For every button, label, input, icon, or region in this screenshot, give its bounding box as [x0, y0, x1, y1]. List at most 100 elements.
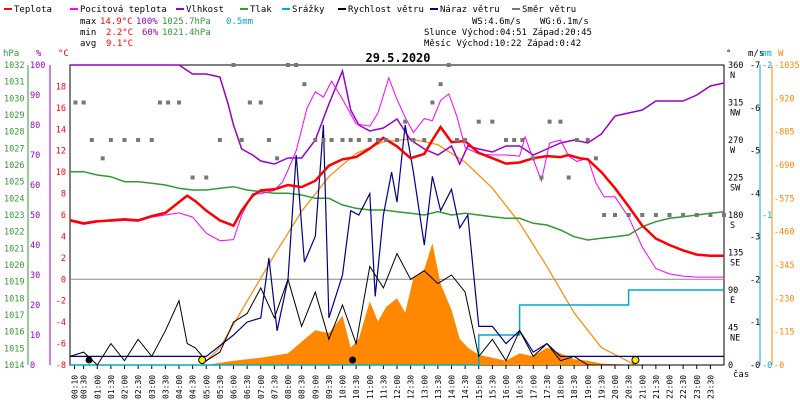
- tick-ms: -7: [750, 61, 760, 71]
- legend: Teplota Pocitová teplota Vlhkost Tlak Sr…: [4, 5, 576, 15]
- wind-ws: WS:4.6m/s: [472, 17, 521, 27]
- wind-dir-point: [266, 138, 271, 142]
- tick-hpa: 1015: [4, 344, 24, 354]
- wind-dir-point: [476, 119, 481, 124]
- wind-dir-point: [348, 138, 353, 142]
- tick-hpa: 1026: [4, 161, 24, 171]
- tick-pct: 70: [30, 151, 40, 161]
- tick-hpa: 1025: [4, 178, 24, 188]
- x-tick-label: 11:30: [379, 375, 388, 399]
- wind-dir-point: [490, 119, 495, 124]
- tick-pct: 0: [30, 361, 35, 371]
- x-tick-label: 15:00: [475, 375, 484, 399]
- series-solar-area: [70, 243, 724, 365]
- tick-w: -1035: [774, 61, 800, 71]
- wind-dir-point: [157, 100, 162, 105]
- series-pressure: [70, 170, 725, 241]
- wind-dir-point: [463, 138, 468, 142]
- x-tick-label: 06:30: [243, 375, 252, 399]
- legend-swatch-naraz-vetru: [430, 8, 438, 10]
- wind-dir-point: [340, 138, 345, 142]
- x-tick-label: 04:30: [189, 375, 198, 399]
- tick-degc: 10: [56, 168, 66, 178]
- tick-hpa: 1014: [4, 361, 24, 371]
- tick-degc: 8: [61, 190, 66, 200]
- tick-degc: 0: [61, 275, 66, 285]
- tick-hpa: 1027: [4, 144, 24, 154]
- stats-min-label: min: [80, 28, 96, 38]
- unit-mm: mm: [761, 49, 772, 59]
- wind-dir-point: [286, 63, 290, 67]
- x-tick-label: 18:30: [570, 375, 579, 399]
- wind-info: WS:4.6m/s WG:6.1m/s Slunce Východ:04:51 …: [424, 17, 592, 49]
- wind-dir-point: [367, 138, 372, 142]
- unit-time: čas: [733, 369, 749, 380]
- stats-panel: max 14.9°C 100% 1025.7hPa 0.5mm min 2.2°…: [80, 17, 253, 49]
- tick-w: -920: [774, 94, 794, 104]
- wind-dir-point: [585, 138, 590, 142]
- unit-degc: °C: [58, 49, 69, 59]
- wind-dir-point: [136, 138, 141, 142]
- wind-dir-point: [640, 213, 645, 217]
- legend-item-pocitova-teplota: Pocitová teplota: [70, 5, 167, 15]
- wind-dir-point: [190, 175, 195, 180]
- wind-dir-point: [454, 138, 459, 142]
- tick-degc: -6: [56, 340, 66, 350]
- x-tick-label: 19:30: [597, 375, 606, 399]
- tick-dir-letter: SW: [730, 184, 741, 194]
- x-tick-label: 01:00: [93, 375, 102, 399]
- x-tick-label: 13:30: [434, 375, 443, 399]
- tick-degc: 2: [61, 254, 66, 264]
- tick-pct: 40: [30, 241, 40, 251]
- chart-title: 29.5.2020: [365, 51, 430, 65]
- wind-dir-point: [275, 156, 280, 161]
- legend-swatch-tlak: [240, 8, 248, 10]
- x-tick-label: 00:10: [71, 375, 80, 399]
- tick-hpa: 1016: [4, 328, 24, 338]
- legend-label-srazky: Srážky: [292, 5, 325, 15]
- wind-dir-point: [166, 100, 171, 105]
- wind-dir-point: [566, 175, 571, 180]
- tick-pct: 20: [30, 301, 40, 311]
- wind-dir-point: [531, 156, 536, 161]
- series-temperature: [69, 124, 724, 257]
- x-tick-label: 09:30: [325, 375, 334, 399]
- wind-dir-point: [547, 119, 552, 124]
- tick-ms: -0: [750, 361, 760, 371]
- series-wind-speed: [69, 252, 724, 366]
- wind-dir-point: [539, 175, 544, 180]
- tick-ms: -5: [750, 147, 760, 157]
- tick-degc: 18: [56, 82, 66, 92]
- sun-times: Slunce Východ:04:51 Západ:20:45: [424, 28, 592, 38]
- wind-dir-point: [384, 138, 389, 142]
- tick-pct: 30: [30, 271, 40, 281]
- legend-label-naraz-vetru: Náraz větru: [440, 5, 500, 15]
- legend-swatch-srazky: [282, 8, 290, 10]
- stats-max-hum: 100%: [136, 17, 158, 27]
- tick-hpa: 1017: [4, 311, 24, 321]
- tick-pct: 80: [30, 121, 40, 131]
- legend-item-rychlost-vetru: Rychlost větru: [338, 5, 424, 15]
- x-tick-label: 23:30: [706, 375, 715, 399]
- axis-unit-labels: hPa % °C ° m/s mm W čas: [3, 49, 784, 380]
- x-tick-label: 01:30: [107, 375, 116, 399]
- x-tick-label: 07:30: [270, 375, 279, 399]
- wind-dir-point: [313, 138, 318, 142]
- wind-dir-point: [302, 82, 307, 87]
- wind-dir-point: [122, 138, 127, 142]
- wind-dir-point: [356, 138, 361, 142]
- tick-w: -690: [774, 161, 794, 171]
- tick-mm: -2: [762, 61, 772, 71]
- stats-avg-label: avg: [80, 39, 96, 49]
- sun-marker: [198, 356, 207, 364]
- tick-pct: 100: [30, 61, 45, 71]
- x-tick-label: 11:00: [366, 375, 375, 399]
- stats-min-temp: 2.2°C: [106, 28, 133, 38]
- tick-hpa: 1032: [4, 61, 24, 71]
- stats-min-press: 1021.4hPa: [162, 28, 211, 38]
- tick-hpa: 1019: [4, 278, 24, 288]
- unit-pct: %: [36, 49, 42, 59]
- tick-hpa: 1028: [4, 128, 24, 138]
- tick-pct: 50: [30, 211, 40, 221]
- tick-degc: 4: [61, 232, 66, 242]
